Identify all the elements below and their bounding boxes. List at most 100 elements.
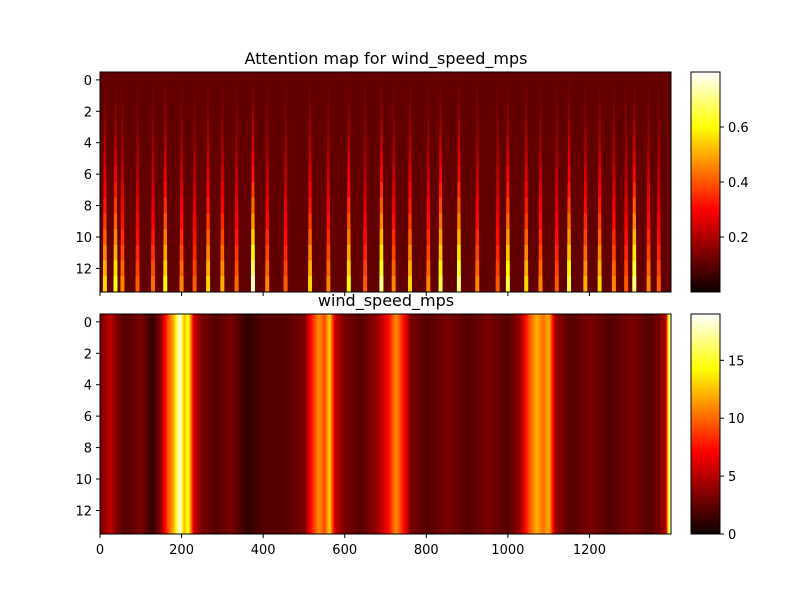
wind-speed-column <box>417 314 419 534</box>
attention-band-cell <box>283 229 288 246</box>
attention-band-cell <box>457 119 461 136</box>
attention-band-cell <box>266 87 269 104</box>
wind-speed-column <box>301 314 304 534</box>
wind-speed-column <box>458 314 461 534</box>
attention-band-cell <box>427 87 430 104</box>
wind-speed-column <box>521 314 523 534</box>
wind-speed-column <box>509 314 512 534</box>
y-tick-label: 10 <box>75 231 92 246</box>
attention-band-cell <box>506 119 509 136</box>
attention-band-cell <box>392 166 396 183</box>
wind-speed-column <box>478 314 480 534</box>
attention-band-cell <box>495 229 500 246</box>
wind-speed-column <box>155 314 157 534</box>
attention-band-cell <box>567 213 571 230</box>
wind-speed-column <box>477 314 479 534</box>
attention-band-cell <box>457 150 461 167</box>
attention-band-cell <box>612 150 616 167</box>
wind-speed-column <box>580 314 582 534</box>
wind-speed-column <box>152 314 154 534</box>
attention-band-cell <box>439 182 443 199</box>
wind-speed-column <box>331 314 333 534</box>
attention-band-cell <box>136 87 139 104</box>
wind-speed-column <box>650 314 653 534</box>
wind-speed-column <box>177 314 179 534</box>
attention-band-cell <box>206 229 210 246</box>
wind-speed-column <box>611 314 614 534</box>
attention-band-cell <box>524 213 528 230</box>
wind-speed-column <box>410 314 413 534</box>
wind-speed-column <box>652 314 655 534</box>
wind-speed-column <box>413 314 415 534</box>
attention-band-cell <box>163 197 167 214</box>
wind-speed-column <box>525 314 527 534</box>
wind-speed-column <box>123 314 125 534</box>
wind-speed-column <box>378 314 380 534</box>
wind-speed-column <box>366 314 368 534</box>
attention-band-cell <box>206 197 210 214</box>
attention-band-cell <box>164 119 167 136</box>
wind-speed-column <box>217 314 219 534</box>
attention-band-cell <box>114 87 117 104</box>
attention-band-cell <box>283 260 288 277</box>
wind-speed-column <box>586 314 588 534</box>
wind-speed-column <box>156 314 158 534</box>
attention-band-cell <box>476 87 479 104</box>
wind-speed-column <box>499 314 502 534</box>
attention-band-cell <box>427 119 430 136</box>
wind-speed-column <box>517 314 519 534</box>
attention-band-cell <box>327 150 330 167</box>
attention-band-cell <box>392 103 395 120</box>
wind-speed-column <box>206 314 208 534</box>
attention-band-cell <box>612 103 615 120</box>
wind-speed-column <box>323 314 325 534</box>
attention-band-cell <box>284 182 288 199</box>
wind-speed-column <box>188 314 191 534</box>
attention-band-cell <box>457 103 460 120</box>
attention-band-cell <box>234 276 239 293</box>
wind-speed-column <box>496 314 499 534</box>
attention-band-cell <box>309 87 311 104</box>
attention-band-cell <box>347 134 350 152</box>
wind-speed-column <box>264 314 266 534</box>
wind-speed-column <box>345 314 348 534</box>
wind-speed-column <box>357 314 360 534</box>
attention-band-cell <box>379 260 384 277</box>
wind-speed-column <box>466 314 468 534</box>
attention-band-cell <box>427 103 430 120</box>
attention-band-cell <box>114 134 117 152</box>
attention-band-cell <box>266 119 269 136</box>
x-tick-label: 1200 <box>573 543 606 558</box>
attention-band-cell <box>392 119 395 136</box>
wind-speed-column <box>416 314 418 534</box>
wind-speed-column <box>434 314 436 534</box>
attention-band-cell <box>647 119 650 136</box>
attention-band-cell <box>380 150 383 167</box>
wind-speed-column <box>208 314 210 534</box>
attention-band-cell <box>646 244 651 262</box>
wind-speed-column <box>182 314 185 534</box>
wind-speed-column <box>218 314 220 534</box>
attention-band-cell <box>252 87 254 104</box>
attention-band-cell <box>408 150 412 167</box>
attention-band-cell <box>647 150 650 167</box>
wind-speed-column <box>238 314 241 534</box>
attention-band-cell <box>120 182 124 199</box>
attention-band-cell <box>391 260 396 277</box>
wind-speed-column <box>330 314 332 534</box>
wind-speed-column <box>518 314 520 534</box>
attention-band-cell <box>612 166 616 183</box>
wind-speed-column <box>470 314 472 534</box>
attention-band-cell <box>408 244 412 262</box>
attention-band-cell <box>392 197 396 214</box>
wind-speed-column <box>421 314 423 534</box>
attention-band-cell <box>193 72 196 89</box>
wind-speed-column <box>655 314 658 534</box>
wind-speed-column <box>268 314 270 534</box>
attention-band-cell <box>235 72 238 89</box>
wind-speed-column <box>186 314 189 534</box>
attention-band-cell <box>193 197 197 214</box>
attention-band-cell <box>120 229 125 246</box>
attention-band-cell <box>121 87 124 104</box>
attention-band-cell <box>409 72 411 89</box>
